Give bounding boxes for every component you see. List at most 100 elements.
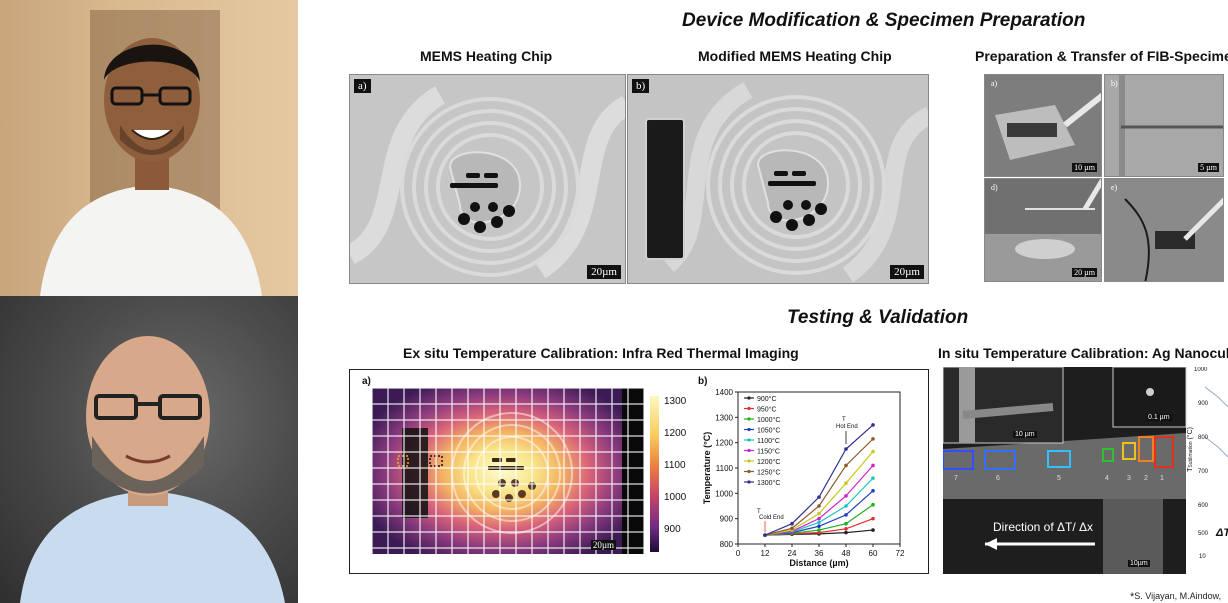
scale-bar: 5 µm — [1198, 163, 1219, 172]
data-point — [817, 530, 821, 535]
y-tick-label: 800 — [720, 540, 734, 549]
legend-marker — [747, 459, 751, 463]
y-tick-label: 1100 — [716, 464, 734, 473]
legend-marker — [747, 438, 751, 442]
portrait-photo-1 — [0, 0, 298, 296]
data-point — [844, 447, 848, 451]
colorbar — [650, 396, 659, 552]
data-point — [844, 504, 848, 508]
side-partial-label: ΔT — [1216, 527, 1228, 539]
x-tick-label: 0 — [736, 549, 741, 558]
colorbar-tick: 1000 — [664, 492, 687, 503]
scale-bar: 20µm — [587, 265, 621, 279]
legend-label: 1100°C — [757, 437, 780, 445]
legend-label: 950°C — [757, 406, 777, 414]
y-tick-label: 1200 — [715, 439, 733, 448]
annotation-label: Hot End — [836, 424, 858, 430]
data-point — [844, 527, 848, 531]
y-axis-label: Temperature (°C) — [702, 432, 712, 504]
y-tick-label: 900 — [720, 515, 734, 524]
colorbar-tick: 900 — [664, 524, 681, 535]
figure-label-b: b) — [698, 376, 708, 387]
legend-marker — [747, 396, 751, 400]
legend-label: 900°C — [757, 395, 777, 403]
scale-bar: 20µm — [890, 265, 924, 279]
legend-marker — [747, 448, 751, 453]
legend-label: 1000°C — [757, 416, 780, 424]
subtitle-fib: Preparation & Transfer of FIB-Specime — [975, 48, 1228, 64]
data-point — [817, 528, 821, 532]
footnote: *S. Vijayan, M.Aindow, — [1130, 591, 1222, 603]
temperature-distance-chart: 800 900 1000 1100 1200 1300 1400 0 12 24 36 48 60 72 D… — [702, 388, 905, 568]
legend-marker — [747, 469, 751, 474]
panel-label: a) — [354, 79, 371, 93]
region-number: 2 — [1144, 475, 1148, 482]
y-tick-label: 1400 — [715, 388, 733, 397]
portrait-photo-2 — [0, 296, 298, 603]
data-point — [817, 504, 821, 508]
colorbar-tick: 1300 — [664, 396, 687, 407]
data-point — [763, 533, 767, 537]
colorbar-tick: 1100 — [664, 460, 686, 471]
region-number: 3 — [1127, 475, 1131, 482]
direction-label: Direction of ΔT/ Δx — [993, 520, 1094, 534]
side-axis-label: TSublimation (°C) — [1187, 427, 1194, 472]
data-point — [871, 449, 875, 454]
region-number: 5 — [1057, 475, 1061, 482]
data-point — [817, 520, 821, 525]
data-point — [844, 513, 848, 517]
fib-illustration-d — [985, 179, 1101, 281]
x-tick-label: 36 — [815, 549, 824, 558]
scale-bar: 20 µm — [1072, 268, 1097, 277]
region-number: 1 — [1160, 475, 1164, 482]
side-tick: 600 — [1198, 503, 1209, 509]
panel-label: e) — [1111, 183, 1118, 192]
data-point — [844, 521, 848, 526]
fib-illustration-e — [1105, 179, 1223, 281]
region-number: 6 — [996, 475, 1000, 482]
colorbar-ticks: 1300 1200 1100 1000 900 — [664, 396, 704, 552]
subtitle-in-situ: In situ Temperature Calibration: Ag Nano… — [938, 345, 1228, 361]
legend-marker — [747, 406, 751, 411]
x-tick-label: 72 — [896, 549, 905, 558]
annotation-label: Cold End — [759, 515, 784, 521]
legend-marker — [747, 427, 751, 432]
ex-situ-figure: a) b) — [349, 369, 929, 574]
data-point — [871, 463, 875, 468]
fib-panel-a: a) 10 µm — [984, 74, 1102, 177]
data-point — [817, 495, 821, 499]
region-number: 4 — [1105, 475, 1109, 482]
side-xtick: 10 — [1199, 554, 1206, 560]
data-point — [871, 489, 875, 493]
in-situ-figure: 10 µm 0.1 µm 10µm Direction of ΔT/ Δx 7 … — [943, 367, 1228, 574]
mems-chip-illustration — [350, 75, 625, 283]
fib-panel-b: b) 5 µm — [1104, 74, 1224, 177]
fib-illustration-a — [985, 75, 1101, 176]
side-tick: 500 — [1198, 531, 1209, 537]
section-title-testing: Testing & Validation — [787, 307, 969, 328]
side-tick: 800 — [1198, 435, 1209, 441]
data-point — [844, 530, 848, 535]
subtitle-mems: MEMS Heating Chip — [420, 48, 553, 64]
data-point — [871, 528, 875, 532]
modified-mems-chip-image: b) 20µm — [627, 74, 929, 284]
thermal-image: 20µm — [372, 388, 644, 554]
data-point — [790, 526, 794, 531]
annotation-label: T — [757, 509, 761, 515]
data-point — [790, 521, 794, 526]
data-point — [844, 494, 848, 498]
side-tick: 900 — [1198, 401, 1209, 407]
section-title-device: Device Modification & Specimen Preparati… — [682, 10, 1086, 31]
legend-marker — [747, 417, 751, 421]
portrait-illustration-1 — [40, 10, 262, 296]
subtitle-ex-situ: Ex situ Temperature Calibration: Infra R… — [403, 345, 799, 361]
figure-label-a: a) — [362, 376, 371, 387]
colorbar-tick: 1200 — [664, 428, 687, 439]
data-point — [871, 502, 875, 507]
data-point — [817, 511, 821, 516]
fib-illustration-b — [1105, 75, 1223, 176]
inset-scale-bar: 10 µm — [1013, 431, 1037, 438]
panel-label: a) — [991, 79, 998, 88]
legend-label: 1150°C — [757, 448, 780, 456]
scale-bar: 10µm — [1128, 560, 1150, 567]
